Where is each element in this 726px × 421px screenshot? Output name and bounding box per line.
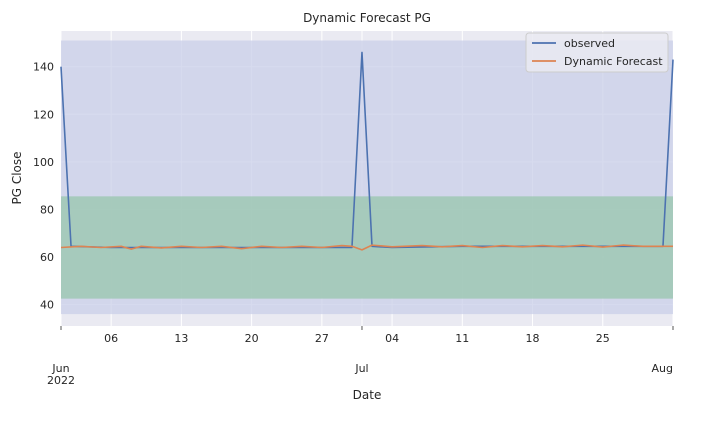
chart-title: Dynamic Forecast PG bbox=[303, 11, 431, 25]
legend: observed Dynamic Forecast bbox=[525, 32, 669, 73]
legend-label-observed: observed bbox=[564, 37, 615, 50]
x-tick-sublabel: 2022 bbox=[47, 374, 75, 387]
series-line-forecast bbox=[60, 244, 673, 251]
x-tick-label: Jun bbox=[51, 362, 69, 375]
x-tick-label: 11 bbox=[455, 332, 469, 345]
y-tick-label: 80 bbox=[40, 203, 54, 216]
x-axis-label: Date bbox=[353, 388, 382, 402]
y-tick-label: 100 bbox=[33, 156, 54, 169]
x-tick-label: 20 bbox=[245, 332, 259, 345]
y-tick-label: 40 bbox=[40, 299, 54, 312]
forecast-bands bbox=[61, 40, 673, 315]
x-tick-label: Jul bbox=[354, 362, 368, 375]
legend-label-forecast: Dynamic Forecast bbox=[564, 55, 663, 68]
y-tick-label: 140 bbox=[33, 61, 54, 74]
x-tick-label: 13 bbox=[174, 332, 188, 345]
y-tick-label: 60 bbox=[40, 251, 54, 264]
x-tick-label: 06 bbox=[104, 332, 118, 345]
x-tick-label: Aug bbox=[652, 362, 673, 375]
x-tick-label: 27 bbox=[315, 332, 329, 345]
y-axis-label: PG Close bbox=[10, 151, 24, 204]
x-tick-label: 18 bbox=[526, 332, 540, 345]
y-tick-label: 120 bbox=[33, 108, 54, 121]
series-lines bbox=[60, 51, 674, 251]
legend-box bbox=[525, 32, 669, 73]
x-tick-label: 04 bbox=[385, 332, 399, 345]
x-tick-label: 25 bbox=[596, 332, 610, 345]
